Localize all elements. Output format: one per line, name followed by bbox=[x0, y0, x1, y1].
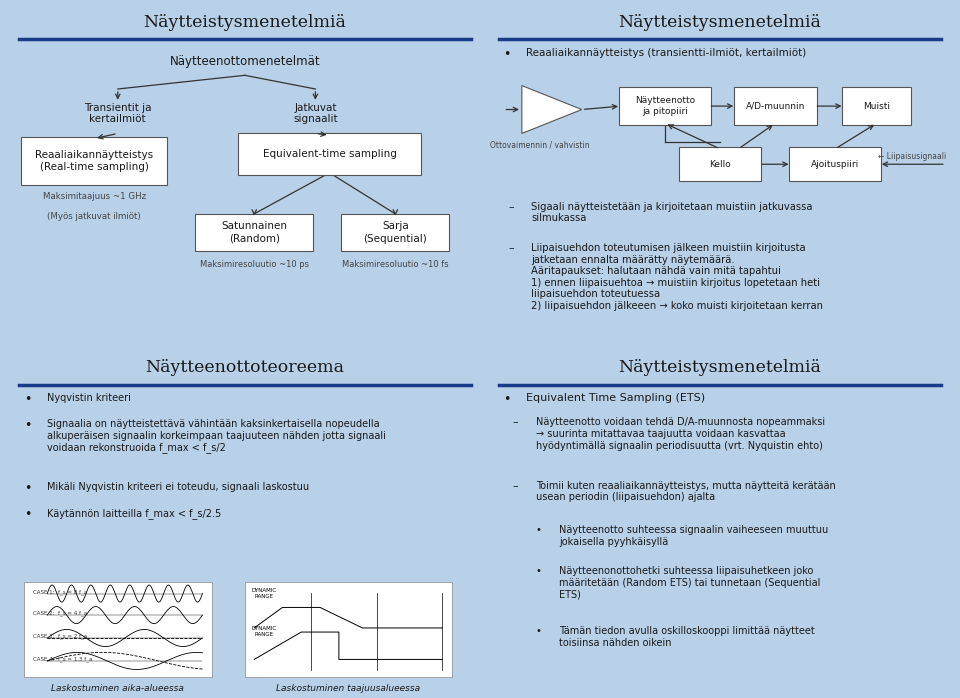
Text: Jatkuvat
signaalit: Jatkuvat signaalit bbox=[293, 103, 338, 124]
Text: ← Liipaisusignaali: ← Liipaisusignaali bbox=[877, 152, 946, 161]
FancyBboxPatch shape bbox=[789, 147, 881, 181]
Text: DYNAMIC
RANGE: DYNAMIC RANGE bbox=[252, 588, 276, 599]
Text: Laskostuminen taajuusalueessa: Laskostuminen taajuusalueessa bbox=[276, 684, 420, 693]
FancyBboxPatch shape bbox=[196, 214, 313, 251]
Text: •: • bbox=[536, 566, 541, 576]
FancyBboxPatch shape bbox=[842, 87, 911, 125]
Text: Näytteenottomenetelmät: Näytteenottomenetelmät bbox=[170, 55, 320, 68]
Text: •: • bbox=[24, 482, 31, 496]
Text: Näytteenottoteoreema: Näytteenottoteoreema bbox=[145, 359, 345, 376]
Text: Näytteistysmenetelmiä: Näytteistysmenetelmiä bbox=[618, 14, 822, 31]
Text: Maksimiresoluutio ~10 fs: Maksimiresoluutio ~10 fs bbox=[342, 260, 448, 269]
Bar bbox=[245, 581, 452, 677]
Text: Equivalent-time sampling: Equivalent-time sampling bbox=[262, 149, 396, 159]
Text: CASE 2:  f_s = 4 f_a: CASE 2: f_s = 4 f_a bbox=[33, 611, 87, 616]
Text: DYNAMIC
RANGE: DYNAMIC RANGE bbox=[252, 626, 276, 637]
FancyBboxPatch shape bbox=[341, 214, 449, 251]
Bar bbox=[24, 581, 212, 677]
Text: Kello: Kello bbox=[709, 160, 731, 169]
Text: •: • bbox=[503, 394, 511, 406]
Text: Liipaisuehdon toteutumisen jälkeen muistiin kirjoitusta
jatketaan ennalta määrät: Liipaisuehdon toteutumisen jälkeen muist… bbox=[531, 243, 823, 311]
Text: Sarja
(Sequential): Sarja (Sequential) bbox=[364, 221, 427, 244]
Text: Tämän tiedon avulla oskilloskooppi limittää näytteet
toisiinsa nähden oikein: Tämän tiedon avulla oskilloskooppi limit… bbox=[559, 626, 814, 648]
Text: (Myös jatkuvat ilmiöt): (Myös jatkuvat ilmiöt) bbox=[47, 212, 141, 221]
Text: Reaaliaikannäytteistys
(Real-time sampling): Reaaliaikannäytteistys (Real-time sampli… bbox=[36, 149, 154, 172]
Text: Equivalent Time Sampling (ETS): Equivalent Time Sampling (ETS) bbox=[526, 394, 706, 403]
Text: –: – bbox=[513, 417, 518, 427]
Text: Ajoituspiiri: Ajoituspiiri bbox=[811, 160, 859, 169]
FancyBboxPatch shape bbox=[21, 137, 167, 185]
Text: •: • bbox=[24, 419, 31, 432]
Text: •: • bbox=[24, 394, 31, 406]
Text: Näytteenotto voidaan tehdä D/A-muunnosta nopeammaksi
→ suurinta mitattavaa taaju: Näytteenotto voidaan tehdä D/A-muunnosta… bbox=[536, 417, 825, 451]
Text: –: – bbox=[508, 202, 514, 212]
Text: Näytteenotto suhteessa signaalin vaiheeseen muuttuu
jokaisella pyyhkäisyllä: Näytteenotto suhteessa signaalin vaihees… bbox=[559, 525, 828, 547]
Text: Näytteistysmenetelmiä: Näytteistysmenetelmiä bbox=[618, 359, 822, 376]
Text: Näytteistysmenetelmiä: Näytteistysmenetelmiä bbox=[143, 14, 347, 31]
Text: Mikäli Nyqvistin kriteeri ei toteudu, signaali laskostuu: Mikäli Nyqvistin kriteeri ei toteudu, si… bbox=[47, 482, 309, 492]
Text: Nyqvistin kriteeri: Nyqvistin kriteeri bbox=[47, 394, 132, 403]
Text: Muisti: Muisti bbox=[863, 102, 890, 110]
Text: Käytännön laitteilla f_max < f_s/2.5: Käytännön laitteilla f_max < f_s/2.5 bbox=[47, 508, 222, 519]
Text: Transientit ja
kertailmiöt: Transientit ja kertailmiöt bbox=[84, 103, 152, 124]
Text: Laskostuminen aika-alueessa: Laskostuminen aika-alueessa bbox=[51, 684, 184, 693]
Polygon shape bbox=[522, 86, 582, 133]
Text: A/D-muunnin: A/D-muunnin bbox=[746, 102, 805, 110]
Text: Maksimitaajuus ~1 GHz: Maksimitaajuus ~1 GHz bbox=[42, 191, 146, 200]
Text: Näytteenonottohetki suhteessa liipaisuhetkeen joko
määritetään (Random ETS) tai : Näytteenonottohetki suhteessa liipaisuhe… bbox=[559, 566, 820, 600]
Text: Signaalia on näytteistettävä vähintään kaksinkertaisella nopeudella
alkuperäisen: Signaalia on näytteistettävä vähintään k… bbox=[47, 419, 386, 453]
Text: –: – bbox=[513, 481, 518, 491]
FancyBboxPatch shape bbox=[679, 147, 761, 181]
Text: Maksimiresoluutio ~10 ps: Maksimiresoluutio ~10 ps bbox=[200, 260, 309, 269]
Text: Näytteenotto
ja pitopiiri: Näytteenotto ja pitopiiri bbox=[635, 96, 695, 116]
Text: Toimii kuten reaaliaikannäytteistys, mutta näytteitä kerätään
usean periodin (li: Toimii kuten reaaliaikannäytteistys, mut… bbox=[536, 481, 835, 503]
Text: CASE 1:  f_s = 8 f_a: CASE 1: f_s = 8 f_a bbox=[33, 589, 87, 595]
Text: •: • bbox=[24, 508, 31, 521]
Text: Satunnainen
(Random): Satunnainen (Random) bbox=[221, 221, 287, 244]
Text: Reaaliaikannäytteistys (transientti-ilmiöt, kertailmiöt): Reaaliaikannäytteistys (transientti-ilmi… bbox=[526, 48, 806, 58]
Text: CASE 4:  f_s = 1.3 f_a: CASE 4: f_s = 1.3 f_a bbox=[33, 656, 92, 662]
Text: CASE 3:  f_s = 2 f_a: CASE 3: f_s = 2 f_a bbox=[33, 634, 87, 639]
Text: •: • bbox=[536, 525, 541, 535]
Text: •: • bbox=[503, 48, 511, 61]
FancyBboxPatch shape bbox=[733, 87, 817, 125]
Text: Ottovaimennin / vahvistin: Ottovaimennin / vahvistin bbox=[491, 140, 590, 149]
FancyBboxPatch shape bbox=[618, 87, 710, 125]
Text: –: – bbox=[508, 243, 514, 253]
FancyBboxPatch shape bbox=[238, 133, 421, 174]
Text: •: • bbox=[536, 626, 541, 636]
Text: Sigaali näytteistetään ja kirjoitetaan muistiin jatkuvassa
silmukassa: Sigaali näytteistetään ja kirjoitetaan m… bbox=[531, 202, 812, 223]
